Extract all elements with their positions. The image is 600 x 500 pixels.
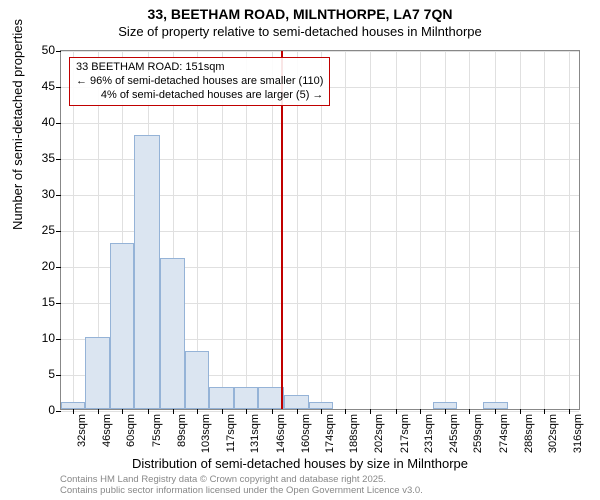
histogram-bar	[284, 395, 308, 409]
y-tick-label: 45	[15, 79, 55, 93]
x-tick-label: 245sqm	[448, 414, 460, 453]
footer-line-1: Contains HM Land Registry data © Crown c…	[60, 474, 423, 485]
x-tick-label: 89sqm	[176, 414, 188, 447]
histogram-bar	[234, 387, 258, 409]
histogram-bar	[160, 258, 184, 409]
grid-line-v	[495, 51, 496, 409]
histogram-bar	[85, 337, 109, 409]
x-tick-label: 259sqm	[472, 414, 484, 453]
y-tick-label: 25	[15, 223, 55, 237]
annotation-line: 33 BEETHAM ROAD: 151sqm	[76, 61, 323, 75]
grid-line-v	[420, 51, 421, 409]
plot-area: 33 BEETHAM ROAD: 151sqm← 96% of semi-det…	[60, 50, 580, 410]
y-tick-label: 40	[15, 115, 55, 129]
x-tick-label: 131sqm	[249, 414, 261, 453]
y-tick-label: 30	[15, 187, 55, 201]
x-tick-label: 217sqm	[399, 414, 411, 453]
x-tick-label: 103sqm	[200, 414, 212, 453]
grid-line-v	[569, 51, 570, 409]
histogram-bar	[209, 387, 233, 409]
grid-line-h	[61, 123, 579, 124]
grid-line-h	[61, 411, 579, 412]
histogram-bar	[309, 402, 333, 409]
x-tick-label: 316sqm	[572, 414, 584, 453]
x-tick-label: 274sqm	[498, 414, 510, 453]
histogram-bar	[134, 135, 160, 409]
histogram-bar	[433, 402, 457, 409]
grid-line-v	[520, 51, 521, 409]
y-tick-label: 50	[15, 43, 55, 57]
grid-line-v	[370, 51, 371, 409]
x-tick-label: 117sqm	[225, 414, 237, 452]
grid-line-v	[445, 51, 446, 409]
y-tick-label: 35	[15, 151, 55, 165]
annotation-line: 4% of semi-detached houses are larger (5…	[76, 89, 323, 103]
y-tick-label: 20	[15, 259, 55, 273]
x-tick-label: 174sqm	[324, 414, 336, 453]
y-tick-label: 5	[15, 367, 55, 381]
histogram-bar	[483, 402, 507, 409]
x-tick-label: 188sqm	[348, 414, 360, 453]
grid-line-v	[396, 51, 397, 409]
footer-attribution: Contains HM Land Registry data © Crown c…	[60, 474, 423, 497]
footer-line-2: Contains public sector information licen…	[60, 485, 423, 496]
grid-line-v	[469, 51, 470, 409]
histogram-bar	[61, 402, 85, 409]
grid-line-v	[345, 51, 346, 409]
histogram-bar	[185, 351, 209, 409]
y-tick-label: 15	[15, 295, 55, 309]
x-tick-label: 46sqm	[101, 414, 113, 447]
chart-subtitle: Size of property relative to semi-detach…	[0, 24, 600, 39]
x-tick-label: 302sqm	[547, 414, 559, 453]
x-tick-label: 160sqm	[300, 414, 312, 453]
annotation-box: 33 BEETHAM ROAD: 151sqm← 96% of semi-det…	[69, 57, 330, 106]
x-tick-label: 146sqm	[275, 414, 287, 453]
x-tick-label: 32sqm	[76, 414, 88, 447]
chart-title: 33, BEETHAM ROAD, MILNTHORPE, LA7 7QN	[0, 6, 600, 22]
grid-line-h	[61, 51, 579, 52]
x-tick-label: 231sqm	[423, 414, 435, 453]
histogram-bar	[110, 243, 134, 409]
y-tick-label: 0	[15, 403, 55, 417]
x-tick-label: 60sqm	[125, 414, 137, 447]
x-tick-label: 75sqm	[151, 414, 163, 447]
grid-line-v	[544, 51, 545, 409]
y-tick-label: 10	[15, 331, 55, 345]
x-tick-label: 288sqm	[523, 414, 535, 453]
annotation-line: ← 96% of semi-detached houses are smalle…	[76, 75, 323, 89]
x-axis-label: Distribution of semi-detached houses by …	[0, 456, 600, 471]
x-tick-label: 202sqm	[373, 414, 385, 453]
